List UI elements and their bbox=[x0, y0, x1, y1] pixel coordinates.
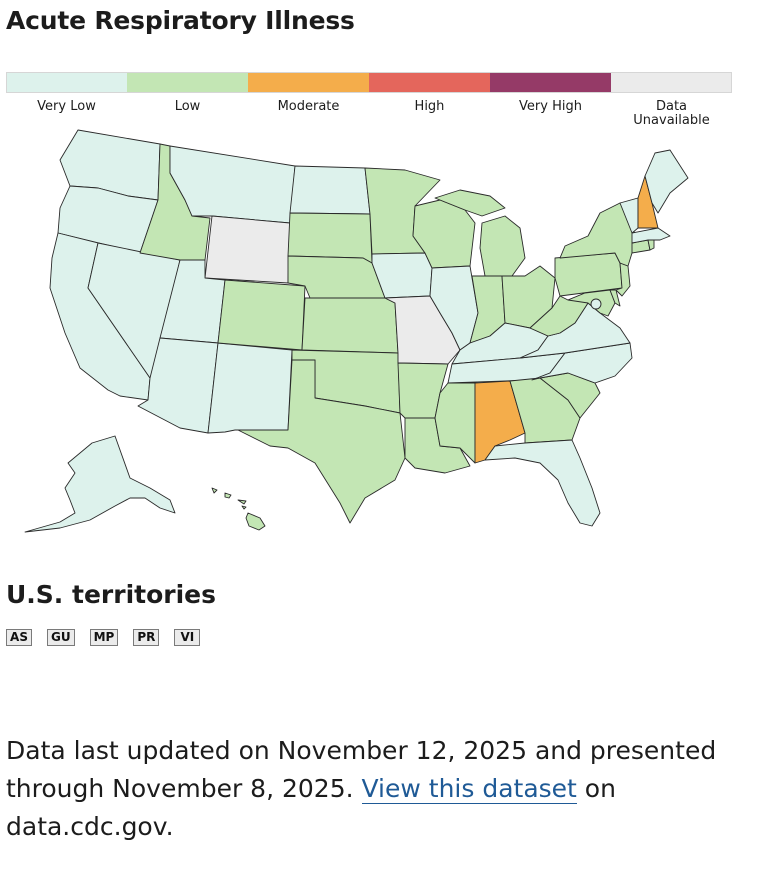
state-ND[interactable] bbox=[289, 165, 371, 215]
territory-AS[interactable]: AS bbox=[6, 629, 32, 646]
legend-swatch bbox=[248, 72, 369, 93]
legend-label: High bbox=[414, 99, 445, 114]
states-layer bbox=[24, 129, 689, 533]
state-NM[interactable] bbox=[207, 342, 293, 434]
state-PA[interactable] bbox=[554, 252, 623, 297]
territory-GU[interactable]: GU bbox=[47, 629, 75, 646]
legend-item-moderate: Moderate bbox=[248, 72, 369, 128]
legend-label: Low bbox=[174, 99, 201, 114]
state-NC[interactable] bbox=[531, 342, 633, 384]
state-DE[interactable] bbox=[609, 289, 621, 307]
footer-text-after: on data.cdc.gov. bbox=[6, 774, 616, 841]
territories-heading: U.S. territories bbox=[6, 580, 216, 609]
territories-list: AS GU MP PR VI bbox=[6, 629, 201, 646]
state-MI[interactable] bbox=[434, 189, 526, 277]
state-SD[interactable] bbox=[287, 212, 373, 264]
legend-label: Data Unavailable bbox=[633, 99, 710, 128]
footer-text-before: Data last updated on November 12, 2025 a… bbox=[6, 736, 717, 803]
us-map bbox=[24, 129, 689, 533]
territory-VI[interactable]: VI bbox=[174, 629, 201, 646]
page-title: Acute Respiratory Illness bbox=[6, 6, 355, 35]
state-KS[interactable] bbox=[301, 297, 399, 354]
state-AK[interactable] bbox=[24, 435, 176, 533]
state-CO[interactable] bbox=[217, 279, 306, 351]
view-dataset-link[interactable]: View this dataset bbox=[361, 774, 577, 804]
legend-swatch bbox=[490, 72, 611, 93]
legend-swatch bbox=[611, 72, 732, 93]
state-WY[interactable] bbox=[204, 215, 291, 284]
state-NH[interactable] bbox=[637, 175, 659, 229]
legend-label: Moderate bbox=[277, 99, 340, 114]
legend: Very Low Low Moderate High Very High Dat… bbox=[6, 72, 733, 128]
legend-swatch bbox=[6, 72, 127, 93]
legend-item-very-high: Very High bbox=[490, 72, 611, 128]
state-ME[interactable] bbox=[644, 149, 689, 214]
legend-label: Very Low bbox=[37, 99, 96, 114]
state-DC[interactable] bbox=[590, 298, 602, 310]
territory-PR[interactable]: PR bbox=[133, 629, 160, 646]
territory-MP[interactable]: MP bbox=[89, 629, 119, 646]
legend-item-low: Low bbox=[127, 72, 248, 128]
legend-item-very-low: Very Low bbox=[6, 72, 127, 128]
legend-swatch bbox=[127, 72, 248, 93]
legend-label: Very High bbox=[519, 99, 582, 114]
legend-item-data-unavailable: Data Unavailable bbox=[611, 72, 732, 128]
data-update-note: Data last updated on November 12, 2025 a… bbox=[6, 732, 746, 846]
state-TX[interactable] bbox=[237, 359, 406, 524]
legend-item-high: High bbox=[369, 72, 490, 128]
state-HI[interactable] bbox=[211, 487, 266, 531]
state-FL[interactable] bbox=[484, 439, 601, 527]
legend-swatch bbox=[369, 72, 490, 93]
